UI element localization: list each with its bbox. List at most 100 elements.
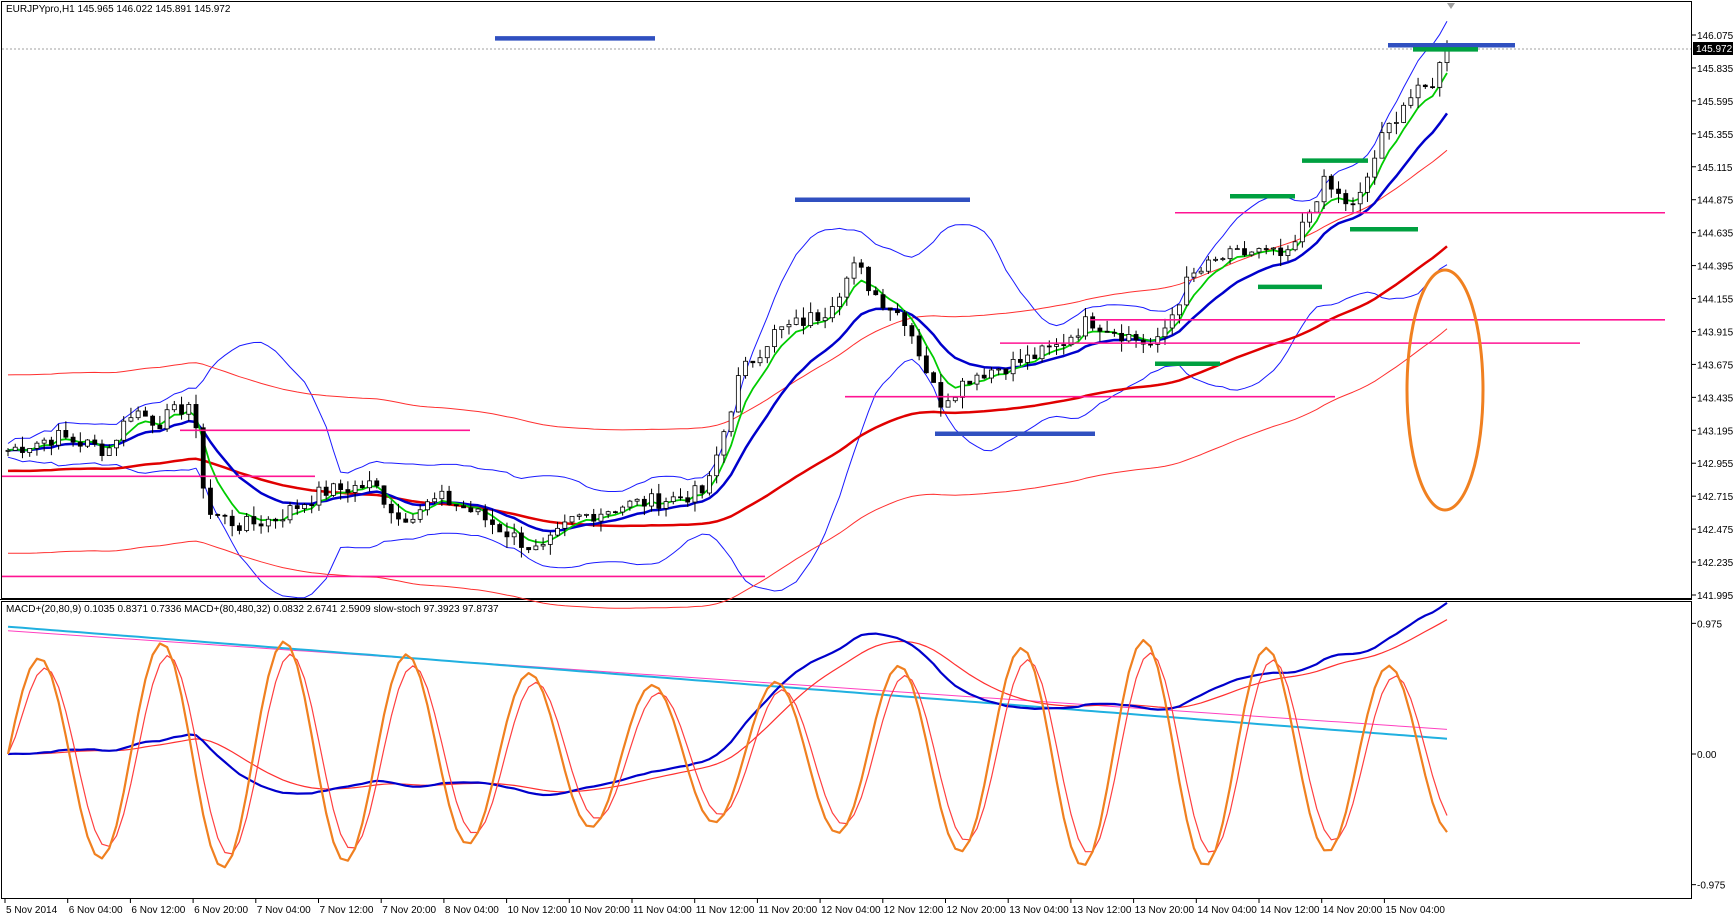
candle: [121, 420, 127, 441]
candle: [34, 442, 40, 449]
stoch-signal-line: [7, 652, 1448, 855]
candle: [1386, 122, 1392, 134]
candle: [916, 335, 922, 357]
candle: [1234, 248, 1240, 251]
time-tick-label: 8 Nov 04:00: [445, 905, 499, 916]
price-tick-label: 143.435: [1697, 393, 1734, 404]
candle: [1191, 272, 1197, 278]
candle: [208, 487, 213, 515]
candle: [620, 506, 626, 513]
candle: [576, 514, 582, 517]
macd-slow-line: [7, 625, 1448, 740]
candle: [533, 545, 539, 551]
time-tick-label: 7 Nov 20:00: [382, 905, 436, 916]
candle: [931, 372, 936, 383]
candle: [425, 501, 430, 511]
time-tick-label: 6 Nov 12:00: [131, 905, 185, 916]
candle: [323, 486, 329, 496]
candle: [193, 404, 199, 429]
price-tick-label: 142.235: [1697, 558, 1734, 569]
time-tick-label: 14 Nov 20:00: [1323, 905, 1383, 916]
time-tick-label: 10 Nov 12:00: [508, 905, 568, 916]
candle: [1365, 176, 1370, 193]
candle: [562, 521, 568, 529]
candle: [1415, 84, 1421, 99]
candle: [1104, 330, 1110, 333]
candle: [743, 360, 748, 376]
candle: [497, 524, 503, 533]
scroll-marker-icon[interactable]: [1447, 3, 1455, 9]
price-tick-label: 145.835: [1697, 64, 1734, 75]
candle: [1256, 248, 1262, 253]
candle: [829, 306, 835, 319]
candle: [142, 410, 148, 417]
candle: [1328, 175, 1334, 190]
candle: [1292, 241, 1298, 251]
candle: [1184, 276, 1190, 306]
candle: [396, 512, 401, 520]
macd-fast-line: [7, 601, 1448, 797]
candle: [345, 489, 351, 493]
main-panel[interactable]: [1, 1, 1692, 599]
candle: [707, 475, 712, 494]
candle: [764, 346, 770, 359]
price-tick-label: 145.115: [1697, 163, 1733, 174]
current-price-badge: [1693, 42, 1733, 55]
indicator-panel[interactable]: [1, 601, 1692, 899]
candle: [735, 375, 741, 413]
time-tick-label: 14 Nov 04:00: [1197, 905, 1257, 916]
candle: [1133, 334, 1139, 341]
candle: [801, 317, 806, 326]
candle: [150, 415, 156, 426]
time-tick-label: 13 Nov 12:00: [1072, 905, 1132, 916]
candle: [1198, 270, 1204, 274]
time-tick-label: 11 Nov 04:00: [633, 905, 692, 916]
candle: [519, 532, 524, 548]
candle: [714, 454, 720, 477]
time-tick-label: 13 Nov 20:00: [1135, 905, 1195, 916]
candle: [591, 513, 597, 522]
candle: [1068, 336, 1074, 346]
ma-mid-line: [7, 112, 1449, 533]
candle: [1401, 104, 1407, 123]
price-tick-label: 142.715: [1697, 492, 1734, 503]
candle: [721, 431, 727, 456]
envelope-lower: [7, 328, 1448, 609]
candle: [41, 439, 47, 444]
candle: [410, 518, 416, 523]
price-axis: 146.075 145.835 145.595 145.355 145.115 144.8…: [1692, 31, 1734, 602]
candle: [598, 513, 604, 522]
candle: [627, 500, 633, 508]
candle: [5, 449, 11, 452]
candle: [1177, 304, 1182, 316]
macd-slow-signal-line: [7, 630, 1448, 730]
candle: [1155, 336, 1161, 345]
candle: [1061, 344, 1067, 346]
indicator-header: MACD+(20,80,9) 0.1035 0.8371 0.7336 MACD…: [6, 604, 499, 615]
candle: [280, 519, 286, 522]
time-tick-label: 12 Nov 20:00: [947, 905, 1007, 916]
candle: [1075, 335, 1081, 338]
time-tick-label: 12 Nov 04:00: [821, 905, 881, 916]
candle: [945, 400, 951, 408]
candle: [417, 509, 423, 520]
candle: [1430, 86, 1435, 89]
candle: [475, 508, 481, 513]
candle: [952, 397, 958, 402]
candle: [540, 543, 546, 547]
candle: [1271, 247, 1276, 250]
candle: [432, 498, 438, 503]
candle: [1408, 97, 1414, 106]
time-tick-label: 5 Nov 2014: [6, 905, 58, 916]
candle: [1437, 62, 1443, 88]
candle: [63, 430, 69, 438]
candle: [786, 324, 792, 328]
candle: [1350, 203, 1356, 206]
candle: [20, 446, 25, 453]
candle: [1119, 332, 1124, 342]
candle: [822, 317, 828, 321]
candle: [866, 266, 871, 292]
indicator-tick-label: 0.975: [1697, 619, 1722, 630]
price-tick-label: 144.875: [1697, 196, 1734, 207]
